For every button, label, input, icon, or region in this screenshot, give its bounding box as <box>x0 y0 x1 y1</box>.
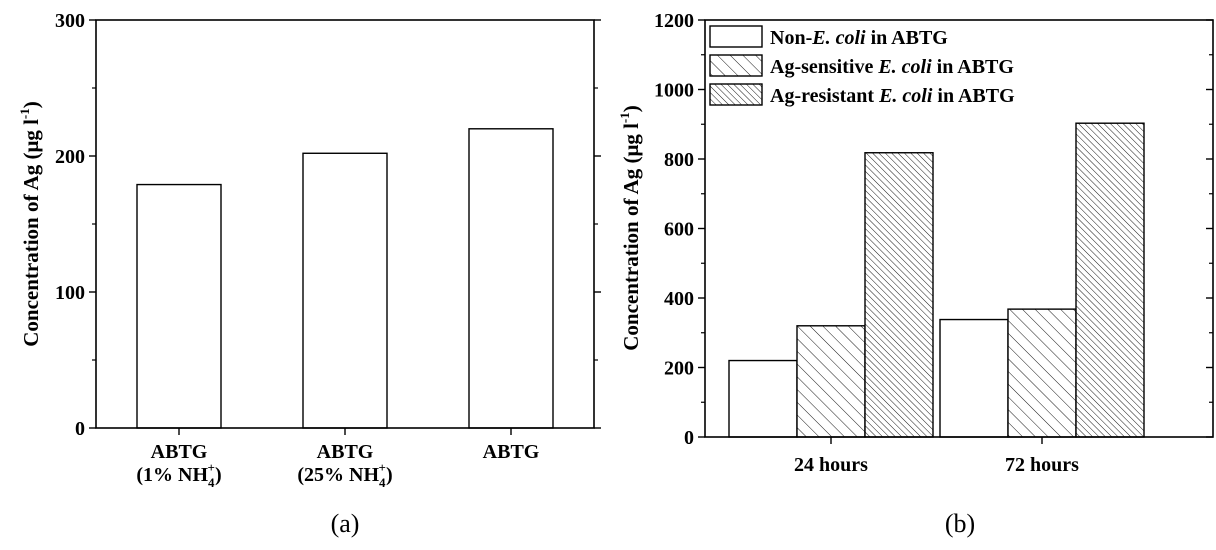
y-tick-label-b-4: 800 <box>664 149 694 171</box>
bar-2 <box>468 128 554 429</box>
x-category-sublabel-1: (25% NH4+) <box>297 460 392 490</box>
y-axis-label-a: Concentration of Ag (μg l-1) <box>17 101 43 347</box>
y-tick-label-2: 200 <box>55 146 85 168</box>
y-tick-label-b-1: 200 <box>664 358 694 380</box>
y-axis-label-b: Concentration of Ag (μg l-1) <box>617 105 643 351</box>
legend-swatch-1 <box>709 54 763 77</box>
chart-panel-b: 0 200 400 600 800 1000 1200 24 hours 72 hours N… <box>617 10 1214 538</box>
x-category-sublabel-0: (1% NH4+) <box>136 460 221 490</box>
bar-1 <box>302 152 388 429</box>
legend-swatch-2 <box>709 83 763 106</box>
panel-label-a: (a) <box>331 509 360 538</box>
bar-series-2-1 <box>1075 122 1145 438</box>
panel-label-b: (b) <box>945 509 975 538</box>
y-tick-label-b-2: 400 <box>664 288 694 310</box>
x-category-label-2: ABTG <box>483 441 540 463</box>
y-tick-label-b-0: 0 <box>684 427 694 449</box>
bar-series-1-0 <box>796 325 866 438</box>
plot-frame-a <box>95 19 595 429</box>
legend-label-2: Ag-resistant E. coli in ABTG <box>770 85 1015 107</box>
bar-0 <box>136 183 222 429</box>
y-tick-label-0: 0 <box>75 418 85 440</box>
bar-series-0-0 <box>728 359 798 438</box>
x-category-label-b-1: 72 hours <box>1005 454 1079 476</box>
legend-label-0: Non-E. coli in ABTG <box>770 27 948 49</box>
legend-swatch-0 <box>709 25 763 48</box>
x-category-label-1: ABTG <box>317 441 374 463</box>
bar-series-1-1 <box>1007 308 1077 438</box>
x-category-label-b-0: 24 hours <box>794 454 868 476</box>
y-tick-label-b-3: 600 <box>664 219 694 241</box>
y-tick-label-b-5: 1000 <box>654 80 694 102</box>
legend: Non-E. coli in ABTG Ag-sensitive E. coli … <box>709 25 1015 107</box>
x-category-label-0: ABTG <box>151 441 208 463</box>
y-tick-label-b-6: 1200 <box>654 10 694 32</box>
legend-label-1: Ag-sensitive E. coli in ABTG <box>770 56 1014 78</box>
y-tick-label-1: 100 <box>55 282 85 304</box>
bar-series-0-1 <box>939 318 1009 438</box>
bar-series-2-0 <box>864 152 934 438</box>
plot-frame-b <box>704 19 1214 438</box>
y-tick-label-3: 300 <box>55 10 85 32</box>
